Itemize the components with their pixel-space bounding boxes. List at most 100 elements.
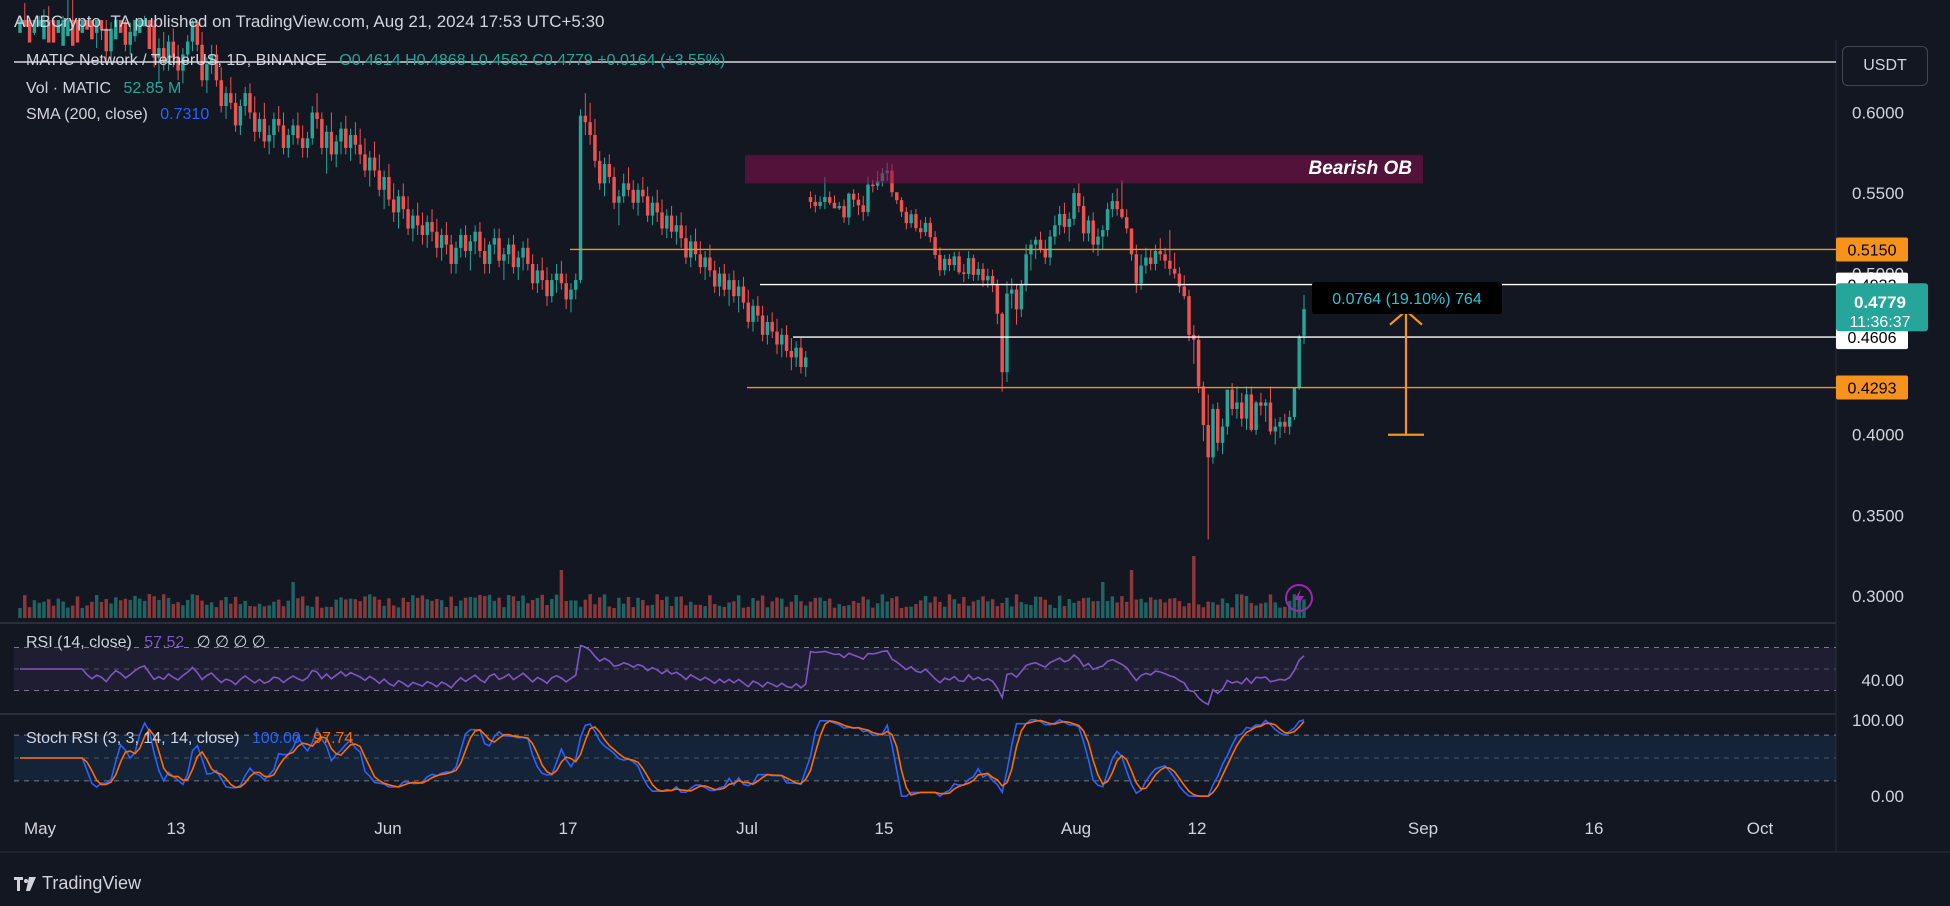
candle-body[interactable] xyxy=(425,222,429,235)
candle-body[interactable] xyxy=(1211,408,1215,458)
candle-body[interactable] xyxy=(703,257,707,268)
candle-body[interactable] xyxy=(655,202,659,213)
candle-body[interactable] xyxy=(1057,214,1062,226)
candle-body[interactable] xyxy=(808,197,813,202)
candle-body[interactable] xyxy=(382,176,386,190)
candle-body[interactable] xyxy=(957,256,961,273)
candle-body[interactable] xyxy=(209,54,214,65)
candle-body[interactable] xyxy=(75,20,80,43)
candle-body[interactable] xyxy=(502,254,506,261)
candle-body[interactable] xyxy=(133,20,137,37)
candle-body[interactable] xyxy=(923,222,928,233)
candle-body[interactable] xyxy=(1053,225,1057,237)
candle-body[interactable] xyxy=(339,128,343,142)
candle-body[interactable] xyxy=(679,225,683,239)
candle-body[interactable] xyxy=(1235,402,1239,409)
candle-body[interactable] xyxy=(717,273,722,287)
candle-body[interactable] xyxy=(430,222,434,232)
candle-body[interactable] xyxy=(971,258,976,275)
candle-body[interactable] xyxy=(109,28,113,52)
candle-body[interactable] xyxy=(219,80,223,107)
candle-body[interactable] xyxy=(947,258,952,266)
candle-body[interactable] xyxy=(1187,296,1191,335)
candle-body[interactable] xyxy=(396,196,401,213)
candle-body[interactable] xyxy=(253,112,257,132)
candle-body[interactable] xyxy=(171,41,176,58)
candle-body[interactable] xyxy=(899,200,904,212)
candle-body[interactable] xyxy=(114,20,118,40)
candle-body[interactable] xyxy=(147,20,152,49)
candle-body[interactable] xyxy=(142,20,147,27)
bearish-ob-zone[interactable] xyxy=(745,155,1423,184)
candle-body[interactable] xyxy=(593,135,597,161)
candle-body[interactable] xyxy=(138,20,142,33)
candle-body[interactable] xyxy=(712,270,717,287)
candle-body[interactable] xyxy=(334,141,338,155)
candle-body[interactable] xyxy=(229,93,233,103)
candle-body[interactable] xyxy=(545,280,549,297)
candle-body[interactable] xyxy=(94,20,99,33)
candle-body[interactable] xyxy=(353,135,358,145)
candle-body[interactable] xyxy=(588,122,592,136)
candle-body[interactable] xyxy=(780,334,784,345)
candle-body[interactable] xyxy=(918,228,923,233)
candle-body[interactable] xyxy=(698,254,703,268)
candle-body[interactable] xyxy=(1220,426,1225,443)
candle-body[interactable] xyxy=(324,131,329,148)
candle-body[interactable] xyxy=(1129,228,1134,255)
candle-body[interactable] xyxy=(281,125,286,148)
candle-body[interactable] xyxy=(1297,336,1301,388)
candle-body[interactable] xyxy=(564,283,568,300)
legend-symbol[interactable]: MATIC Network / TetherUS, 1D, BINANCE xyxy=(26,52,327,69)
candle-body[interactable] xyxy=(1005,293,1009,373)
candle-body[interactable] xyxy=(1139,265,1143,284)
candle-body[interactable] xyxy=(305,138,310,148)
candle-body[interactable] xyxy=(506,244,511,255)
candle-body[interactable] xyxy=(1225,389,1230,427)
candle-body[interactable] xyxy=(736,286,741,297)
level-0515-tag[interactable] xyxy=(1836,237,1908,262)
candle-body[interactable] xyxy=(674,225,679,232)
candle-body[interactable] xyxy=(214,54,219,81)
candle-body[interactable] xyxy=(368,157,372,171)
candle-body[interactable] xyxy=(387,176,391,200)
candle-body[interactable] xyxy=(1168,260,1172,269)
candle-body[interactable] xyxy=(1182,286,1186,297)
candle-body[interactable] xyxy=(157,48,161,58)
candle-body[interactable] xyxy=(1062,214,1067,227)
stoch-d-line[interactable] xyxy=(20,719,1305,797)
candle-body[interactable] xyxy=(267,135,271,142)
candle-body[interactable] xyxy=(1254,402,1258,430)
candle-body[interactable] xyxy=(1263,402,1268,406)
candle-body[interactable] xyxy=(966,258,971,274)
candle-body[interactable] xyxy=(914,214,918,229)
candle-body[interactable] xyxy=(310,112,314,139)
candle-body[interactable] xyxy=(995,285,1000,314)
legend-sma-label[interactable]: SMA (200, close) xyxy=(26,106,148,123)
candle-body[interactable] xyxy=(1249,394,1254,430)
candle-body[interactable] xyxy=(286,135,291,148)
candle-body[interactable] xyxy=(1239,402,1244,419)
candle-body[interactable] xyxy=(1091,220,1095,245)
candle-body[interactable] xyxy=(962,272,966,274)
candle-body[interactable] xyxy=(1115,201,1119,210)
candle-body[interactable] xyxy=(741,286,746,303)
candle-body[interactable] xyxy=(631,189,635,203)
candle-body[interactable] xyxy=(976,268,980,275)
candle-body[interactable] xyxy=(1206,425,1210,458)
candle-body[interactable] xyxy=(1144,257,1148,266)
candle-body[interactable] xyxy=(650,202,655,216)
candle-body[interactable] xyxy=(990,276,995,286)
rsi-line[interactable] xyxy=(20,644,1305,706)
candle-body[interactable] xyxy=(621,183,626,197)
candle-body[interactable] xyxy=(439,234,444,248)
candle-body[interactable] xyxy=(118,20,123,33)
candle-body[interactable] xyxy=(363,154,367,171)
candle-body[interactable] xyxy=(435,231,439,248)
candle-body[interactable] xyxy=(415,215,420,226)
candle-body[interactable] xyxy=(166,41,171,61)
candle-body[interactable] xyxy=(813,201,818,206)
candle-body[interactable] xyxy=(1000,313,1004,373)
candle-body[interactable] xyxy=(47,20,51,43)
